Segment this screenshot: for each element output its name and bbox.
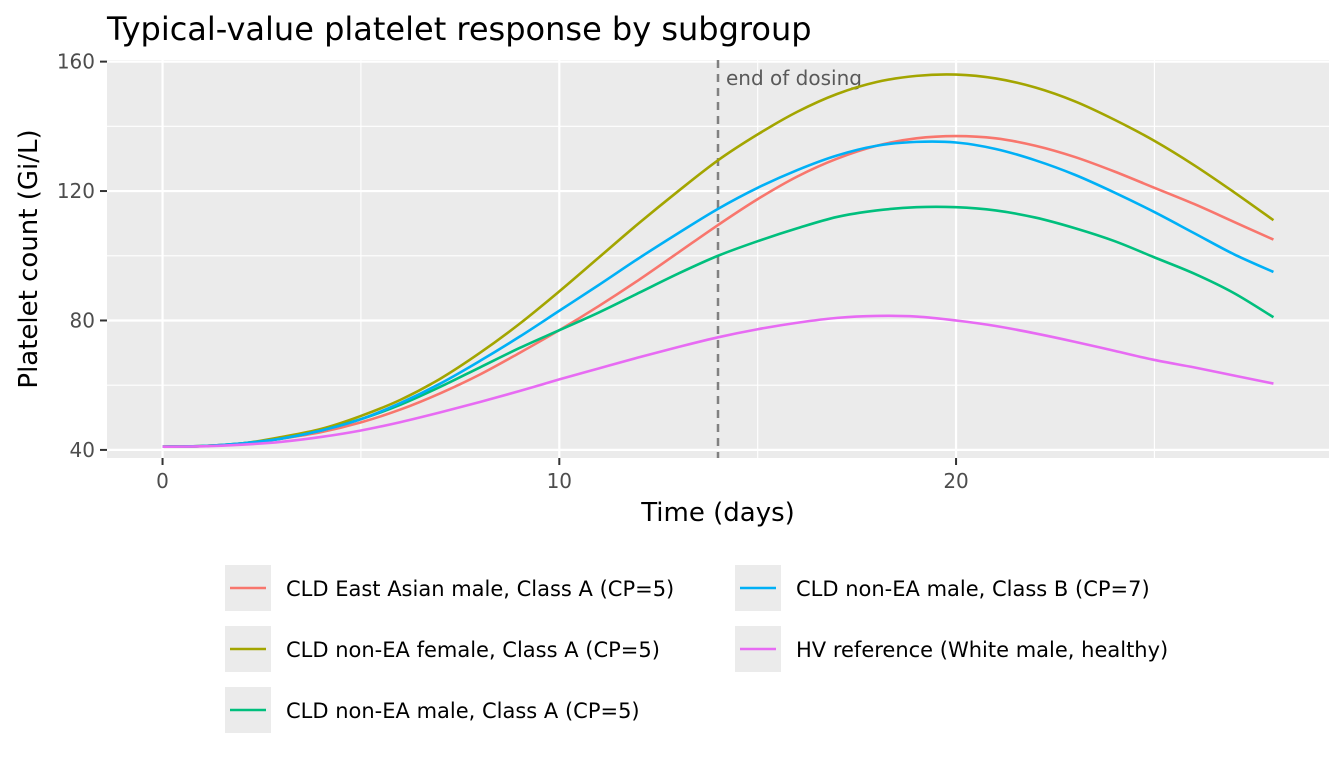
- legend-label: CLD non-EA male, Class A (CP=5): [286, 699, 640, 723]
- y-axis-label: Platelet count (Gi/L): [14, 129, 44, 388]
- series-lines: [162, 73, 1275, 448]
- chart-title: Typical-value platelet response by subgr…: [106, 10, 812, 48]
- end-of-dosing-marker: end of dosing: [716, 60, 862, 458]
- y-tick-label: 160: [57, 50, 95, 74]
- axes: 40 80 120 160 0 10 20: [57, 50, 969, 493]
- y-tick-label: 40: [70, 438, 95, 462]
- legend-label: CLD East Asian male, Class A (CP=5): [286, 577, 674, 601]
- series-line-4: [162, 140, 1274, 448]
- legend: CLD East Asian male, Class A (CP=5) CLD n…: [225, 565, 1168, 733]
- series-line-2: [162, 73, 1275, 448]
- x-tick-label: 20: [943, 469, 968, 493]
- y-tick-label: 120: [57, 179, 95, 203]
- legend-label: CLD non-EA male, Class B (CP=7): [796, 577, 1150, 601]
- x-tick-label: 0: [156, 469, 169, 493]
- legend-label: HV reference (White male, healthy): [796, 638, 1168, 662]
- x-tick-label: 10: [547, 469, 572, 493]
- series-line-5: [162, 314, 1274, 448]
- end-of-dosing-label: end of dosing: [726, 66, 862, 90]
- series-line-1: [162, 134, 1274, 448]
- y-tick-label: 80: [70, 308, 95, 332]
- legend-label: CLD non-EA female, Class A (CP=5): [286, 638, 660, 662]
- x-axis-label: Time (days): [640, 498, 795, 528]
